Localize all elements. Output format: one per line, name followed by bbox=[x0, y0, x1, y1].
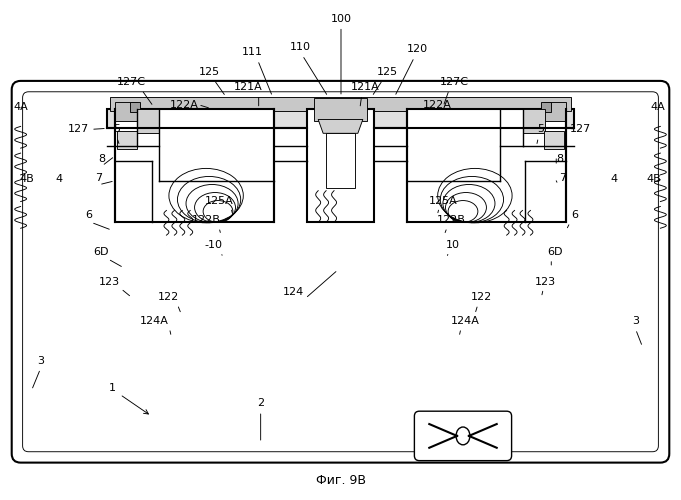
Text: 125: 125 bbox=[377, 67, 398, 77]
Text: -10: -10 bbox=[204, 240, 222, 250]
FancyBboxPatch shape bbox=[12, 81, 669, 462]
Text: 5: 5 bbox=[113, 124, 121, 134]
Bar bbox=[117, 132, 137, 149]
Text: 4: 4 bbox=[56, 174, 63, 184]
Bar bbox=[107, 108, 574, 128]
Text: 6D: 6D bbox=[93, 247, 109, 257]
Text: 3: 3 bbox=[37, 356, 44, 366]
Text: 4A: 4A bbox=[650, 102, 665, 112]
Text: 125: 125 bbox=[199, 67, 220, 77]
Text: 4: 4 bbox=[610, 174, 617, 184]
Text: 6D: 6D bbox=[548, 247, 563, 257]
Text: 4B: 4B bbox=[19, 174, 34, 184]
Text: 121A: 121A bbox=[234, 82, 262, 92]
Text: 4A: 4A bbox=[13, 102, 28, 112]
Bar bbox=[307, 108, 374, 222]
Bar bbox=[115, 102, 137, 121]
Text: 10: 10 bbox=[446, 240, 460, 250]
FancyBboxPatch shape bbox=[22, 92, 659, 452]
Text: 8: 8 bbox=[98, 154, 106, 164]
Bar bbox=[544, 102, 566, 121]
Text: 1: 1 bbox=[108, 384, 115, 394]
Text: 7: 7 bbox=[95, 173, 103, 183]
Text: 127C: 127C bbox=[117, 77, 146, 87]
Ellipse shape bbox=[456, 427, 470, 445]
Bar bbox=[544, 132, 564, 149]
Text: 121A: 121A bbox=[351, 82, 379, 92]
Text: 122: 122 bbox=[158, 292, 179, 302]
Text: 124: 124 bbox=[283, 286, 304, 296]
Text: 122B: 122B bbox=[191, 216, 221, 226]
Bar bbox=[115, 108, 274, 222]
Text: 120: 120 bbox=[407, 44, 428, 54]
Text: 125A: 125A bbox=[429, 196, 458, 205]
Text: 110: 110 bbox=[290, 42, 311, 52]
Text: 6: 6 bbox=[571, 210, 579, 220]
Text: 124A: 124A bbox=[451, 316, 479, 326]
Text: 111: 111 bbox=[242, 47, 264, 57]
Bar bbox=[522, 108, 545, 134]
Bar bbox=[130, 102, 140, 112]
Text: 127: 127 bbox=[67, 124, 89, 134]
Text: 127C: 127C bbox=[439, 77, 469, 87]
Text: 6: 6 bbox=[86, 210, 93, 220]
Text: 123: 123 bbox=[98, 276, 119, 286]
Text: 122B: 122B bbox=[437, 216, 466, 226]
Text: 124A: 124A bbox=[140, 316, 169, 326]
Text: 5: 5 bbox=[537, 124, 544, 134]
Bar bbox=[407, 108, 566, 222]
Bar bbox=[541, 102, 551, 112]
Text: 100: 100 bbox=[330, 14, 351, 24]
Text: 122A: 122A bbox=[170, 100, 199, 110]
Text: 3: 3 bbox=[632, 316, 639, 326]
Text: 7: 7 bbox=[558, 173, 566, 183]
Text: 122A: 122A bbox=[423, 100, 452, 110]
Text: Фиг. 9В: Фиг. 9В bbox=[316, 474, 366, 487]
Text: 125A: 125A bbox=[204, 196, 234, 205]
FancyBboxPatch shape bbox=[415, 411, 511, 461]
Bar bbox=[137, 108, 159, 134]
Text: 2: 2 bbox=[257, 398, 264, 408]
Bar bbox=[110, 96, 571, 110]
Bar bbox=[326, 134, 355, 188]
Text: 122: 122 bbox=[471, 292, 492, 302]
Bar bbox=[314, 98, 367, 122]
Text: 127: 127 bbox=[569, 124, 590, 134]
Text: 123: 123 bbox=[535, 276, 556, 286]
Text: 4B: 4B bbox=[646, 174, 661, 184]
Text: 8: 8 bbox=[556, 154, 564, 164]
Polygon shape bbox=[318, 120, 363, 134]
